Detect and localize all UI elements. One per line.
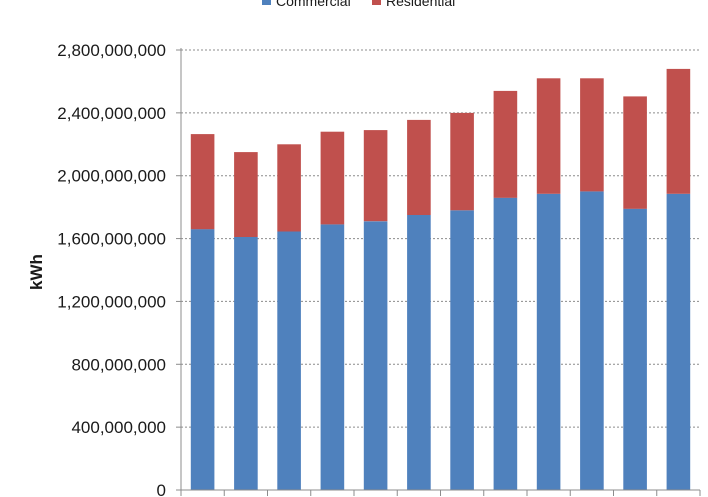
y-tick-label: 2,000,000,000 xyxy=(57,167,166,186)
legend-swatch-commercial xyxy=(262,0,271,5)
bar-commercial xyxy=(277,231,301,490)
y-tick-label: 800,000,000 xyxy=(71,355,166,374)
legend-label-commercial: Commercial xyxy=(276,0,351,9)
bar-commercial xyxy=(666,193,691,491)
bar-commercial xyxy=(190,229,215,490)
bar-residential xyxy=(234,152,258,237)
legend: Commercial Residential xyxy=(262,0,455,9)
bars xyxy=(190,68,691,491)
y-tick-labels: 0 400,000,000 800,000,000 1,200,000,000 1,60… xyxy=(57,41,166,497)
bar-residential xyxy=(320,131,345,225)
bar-commercial xyxy=(623,208,647,490)
bar-residential xyxy=(277,144,301,232)
bar-commercial xyxy=(580,191,604,490)
y-tick-label: 2,400,000,000 xyxy=(57,104,166,123)
bar-residential xyxy=(363,130,388,222)
bar-commercial xyxy=(320,224,345,490)
bar-commercial xyxy=(407,215,431,490)
bar-commercial xyxy=(493,197,518,490)
bar-residential xyxy=(407,119,431,215)
bar-residential xyxy=(493,90,518,198)
axes xyxy=(176,48,701,496)
y-tick-label: 1,600,000,000 xyxy=(57,230,166,249)
bar-residential xyxy=(623,96,647,209)
legend-label-residential: Residential xyxy=(386,0,455,9)
y-axis-title: kWh xyxy=(27,254,46,290)
bar-commercial xyxy=(536,193,561,491)
y-tick-label: 2,800,000,000 xyxy=(57,41,166,60)
bar-residential xyxy=(450,112,474,211)
y-tick-label: 400,000,000 xyxy=(71,418,166,437)
bar-residential xyxy=(580,78,604,192)
bar-commercial xyxy=(450,210,474,491)
bar-residential xyxy=(536,78,561,194)
bar-residential xyxy=(190,134,215,230)
bar-commercial xyxy=(363,221,388,491)
bar-commercial xyxy=(234,237,258,490)
y-tick-label: 0 xyxy=(157,481,166,497)
legend-swatch-residential xyxy=(372,0,381,5)
y-tick-label: 1,200,000,000 xyxy=(57,292,166,311)
bar-residential xyxy=(666,68,691,194)
gridlines xyxy=(181,49,700,428)
